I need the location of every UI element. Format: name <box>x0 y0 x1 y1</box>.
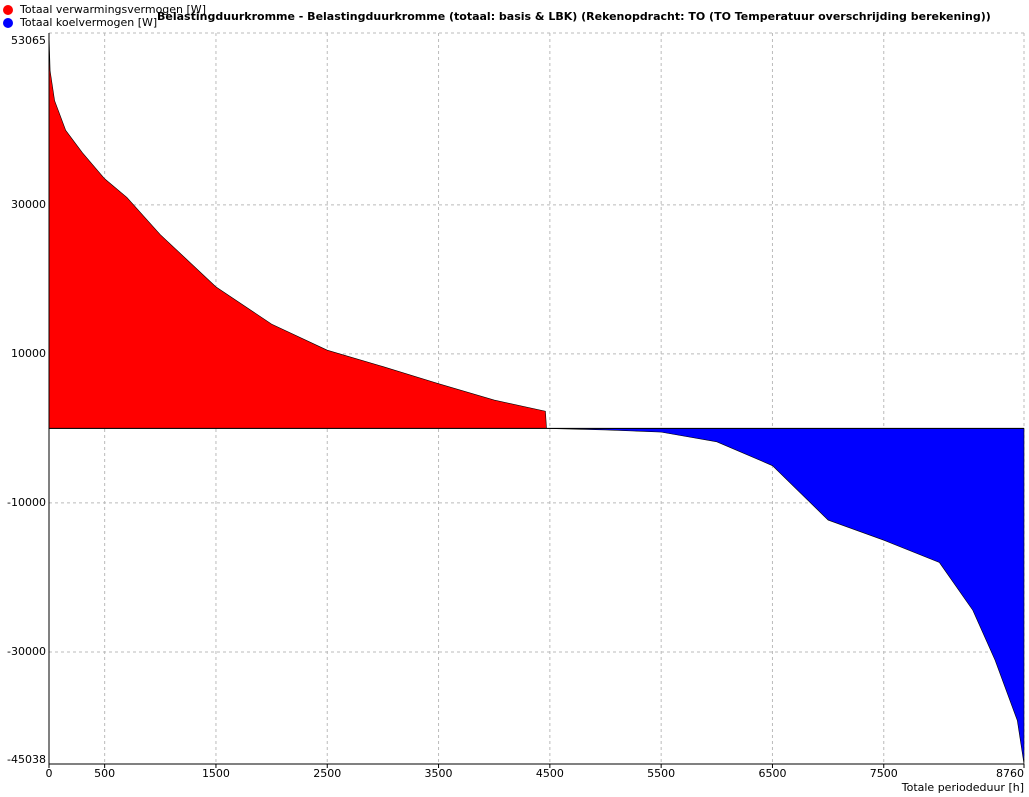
x-tick-label: 5500 <box>647 767 675 780</box>
x-axis-label: Totale periodeduur [h] <box>901 781 1024 794</box>
y-tick-label: 53065 <box>11 34 46 47</box>
x-tick-label: 8760 <box>996 767 1024 780</box>
x-tick-label: 3500 <box>425 767 453 780</box>
x-tick-label: 1500 <box>202 767 230 780</box>
y-tick-label: -10000 <box>7 496 46 509</box>
x-tick-label: 500 <box>94 767 115 780</box>
x-tick-label: 4500 <box>536 767 564 780</box>
area <box>48 32 547 429</box>
y-tick-label: 10000 <box>11 347 46 360</box>
chart-title: Belastingduurkromme - Belastingduurkromm… <box>157 10 991 23</box>
legend-marker <box>3 5 13 15</box>
y-tick-label: 30000 <box>11 198 46 211</box>
y-tick-label: -45038 <box>7 753 46 766</box>
x-tick-label: 7500 <box>870 767 898 780</box>
legend-label: Totaal verwarmingsvermogen [W] <box>19 3 206 16</box>
x-tick-label: 0 <box>46 767 53 780</box>
y-tick-label: -30000 <box>7 645 46 658</box>
legend-marker <box>3 18 13 28</box>
legend-label: Totaal koelvermogen [W] <box>19 16 157 29</box>
x-tick-label: 6500 <box>758 767 786 780</box>
x-tick-label: 2500 <box>313 767 341 780</box>
area <box>546 428 1025 765</box>
